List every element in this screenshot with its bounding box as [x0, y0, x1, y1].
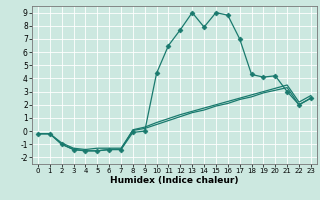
X-axis label: Humidex (Indice chaleur): Humidex (Indice chaleur): [110, 176, 239, 185]
